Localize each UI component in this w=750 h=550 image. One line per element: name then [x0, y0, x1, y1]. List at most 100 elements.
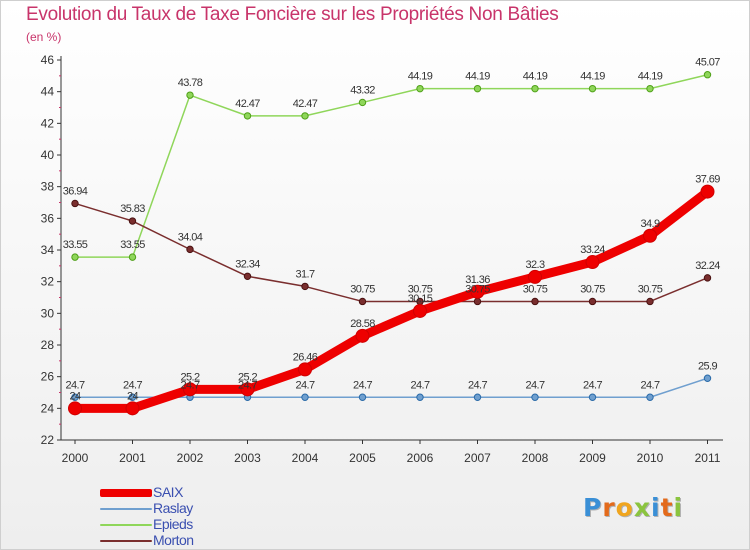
data-point-saix — [298, 362, 312, 377]
y-tick-label: 44 — [41, 85, 55, 99]
data-label-saix: 37.69 — [695, 174, 720, 186]
data-label-saix: 28.58 — [350, 318, 375, 330]
data-point-epieds — [301, 112, 309, 120]
logo-letter: o — [615, 493, 634, 522]
data-label-saix: 24 — [127, 390, 139, 402]
data-label-saix: 34.9 — [640, 218, 659, 230]
data-point-morton — [358, 297, 367, 306]
data-label-raslay: 24.7 — [468, 379, 487, 391]
legend-swatch — [100, 524, 152, 526]
logo-letter: P — [583, 493, 603, 522]
series-line-raslay — [74, 377, 709, 398]
y-tick-label: 40 — [41, 148, 55, 162]
data-point-morton — [128, 217, 137, 225]
data-point-morton — [301, 282, 309, 291]
y-tick-label: 30 — [41, 306, 55, 320]
data-point-epieds — [71, 253, 79, 261]
data-point-morton — [703, 274, 712, 282]
data-point-saix — [643, 228, 657, 243]
data-point-saix — [125, 401, 140, 416]
data-label-epieds: 45.07 — [695, 57, 720, 69]
data-label-epieds: 44.19 — [523, 71, 548, 83]
data-label-saix: 31.36 — [465, 274, 490, 286]
series-line-epieds — [74, 73, 709, 258]
legend-label: SAIX — [153, 484, 183, 500]
y-tick-label: 36 — [41, 211, 55, 225]
y-tick-label: 46 — [41, 53, 55, 67]
data-label-morton: 36.94 — [63, 185, 88, 197]
legend-label: Epieds — [153, 516, 193, 532]
data-point-epieds — [186, 91, 194, 99]
y-tick-label: 34 — [41, 243, 55, 257]
logo-letter: r — [602, 493, 616, 522]
data-label-morton: 30.75 — [350, 283, 375, 295]
data-label-raslay: 24.7 — [525, 379, 544, 391]
x-tick-label: 2002 — [177, 451, 204, 465]
data-point-saix — [413, 303, 427, 318]
data-point-saix — [355, 328, 370, 343]
data-point-saix — [528, 269, 542, 284]
logo-letter: i — [651, 493, 661, 522]
x-tick-label: 2007 — [464, 451, 491, 465]
x-tick-label: 2008 — [522, 451, 549, 465]
y-tick-label: 28 — [41, 338, 55, 352]
data-label-saix: 24 — [69, 390, 81, 402]
data-label-epieds: 33.55 — [63, 239, 88, 251]
data-label-raslay: 24.7 — [353, 379, 372, 391]
data-label-epieds: 44.19 — [465, 71, 490, 83]
data-point-raslay — [588, 393, 597, 401]
data-label-morton: 30.75 — [408, 283, 433, 295]
data-point-raslay — [416, 393, 424, 401]
x-tick-label: 2011 — [695, 451, 721, 465]
data-point-saix — [240, 382, 255, 397]
data-label-raslay: 24.7 — [410, 379, 429, 391]
data-label-raslay: 24.7 — [65, 379, 84, 391]
y-tick-label: 24 — [41, 401, 55, 415]
data-point-morton — [71, 199, 79, 208]
data-label-raslay: 24.7 — [238, 379, 257, 391]
data-point-raslay — [703, 374, 712, 382]
x-tick-label: 2003 — [234, 451, 261, 465]
data-point-morton — [588, 297, 597, 306]
proxiti-logo: Proxiti — [583, 493, 683, 522]
data-label-epieds: 43.78 — [178, 77, 203, 89]
x-tick-label: 2000 — [62, 451, 89, 465]
data-label-saix: 30.15 — [408, 293, 433, 305]
x-tick-label: 2005 — [349, 451, 376, 465]
data-label-epieds: 42.47 — [235, 98, 260, 110]
data-point-morton — [531, 297, 539, 306]
data-label-raslay: 24.7 — [640, 379, 659, 391]
data-point-raslay — [531, 393, 539, 401]
data-label-epieds: 33.55 — [120, 239, 145, 251]
data-point-morton — [243, 272, 252, 280]
logo-letter: i — [673, 493, 684, 522]
y-tick-label: 32 — [41, 275, 55, 289]
data-point-saix — [183, 382, 197, 397]
x-tick-label: 2004 — [292, 451, 319, 465]
data-label-morton: 32.34 — [235, 258, 260, 270]
logo-letter: x — [633, 493, 651, 522]
data-point-raslay — [358, 393, 367, 401]
legend-swatch — [100, 540, 152, 542]
data-label-morton: 32.24 — [695, 260, 720, 272]
data-label-epieds: 42.47 — [293, 98, 318, 110]
x-tick-label: 2010 — [637, 451, 664, 465]
data-label-morton: 30.75 — [523, 283, 548, 295]
data-label-morton: 30.75 — [580, 283, 605, 295]
data-point-raslay — [128, 393, 137, 401]
legend-swatch — [100, 508, 152, 510]
x-tick-label: 2006 — [407, 451, 434, 465]
data-point-epieds — [358, 98, 367, 107]
chart-title: Evolution du Taux de Taxe Foncière sur l… — [26, 4, 559, 25]
data-point-epieds — [703, 71, 712, 79]
data-label-saix: 26.46 — [293, 351, 318, 363]
data-point-raslay — [646, 393, 654, 401]
data-label-raslay: 24.7 — [123, 379, 142, 391]
data-label-raslay: 24.7 — [583, 379, 602, 391]
data-label-saix: 25.2 — [238, 371, 257, 383]
data-point-saix — [585, 255, 600, 270]
y-tick-label: 22 — [41, 433, 55, 447]
data-point-epieds — [128, 253, 137, 261]
series-line-saix — [70, 187, 712, 413]
